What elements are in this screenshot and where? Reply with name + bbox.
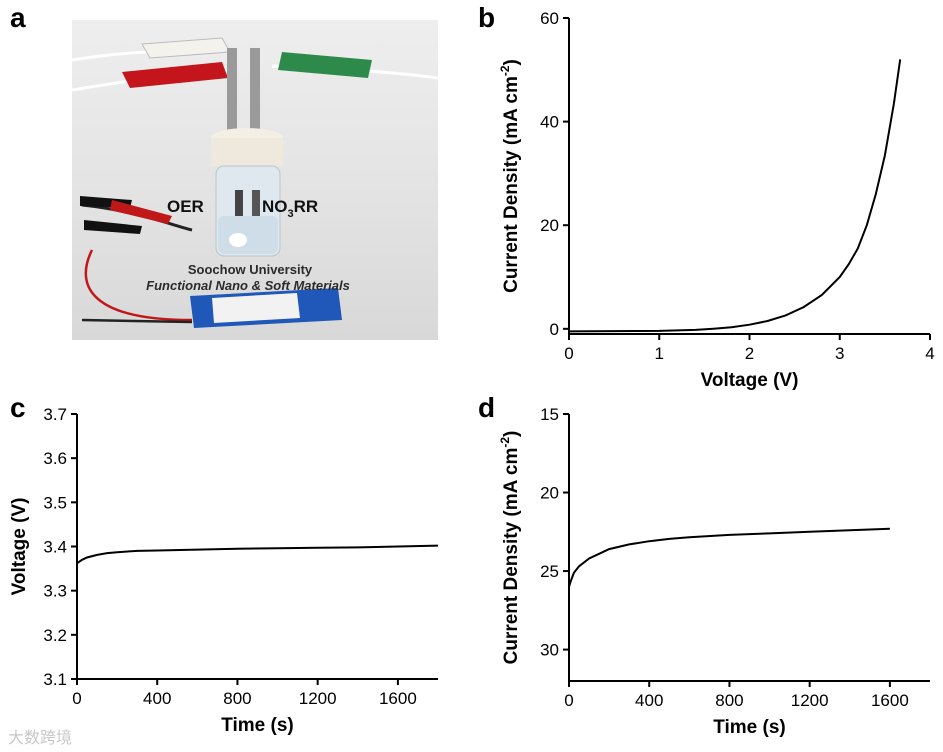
panel-label-d: d <box>478 392 496 423</box>
x-tick-label: 800 <box>223 689 251 708</box>
chart-c: 0 400 800 1200 1600 3.1 3.2 3.3 3.4 3.5 3.6 3.7 Time… <box>9 405 439 736</box>
device-photo: OER NO3RR Soochow University Functional … <box>72 20 438 340</box>
y-axis-title: Current Density (mA cm-2) <box>498 431 522 665</box>
x-axis-title: Time (s) <box>713 717 786 738</box>
chart-d: 0 400 800 1200 1600 15 20 25 30 Time (s) Current D… <box>498 405 930 738</box>
y-tick-label: 3.2 <box>43 626 67 645</box>
lab-label: Functional Nano & Soft Materials <box>146 278 350 293</box>
y-tick-label: 0 <box>550 320 559 339</box>
watermark: 大数跨境 <box>8 730 73 747</box>
y-tick-label: 30 <box>540 641 559 660</box>
x-tick-label: 4 <box>925 344 934 363</box>
x-tick-label: 1200 <box>791 691 829 710</box>
y-tick-label: 3.1 <box>43 670 67 689</box>
y-axis-title: Voltage (V) <box>9 498 30 596</box>
y-tick-label: 20 <box>540 484 559 503</box>
oer-label: OER <box>167 197 204 216</box>
panel-label-a: a <box>10 2 26 33</box>
x-tick-label: 400 <box>143 689 171 708</box>
x-axis-title: Time (s) <box>221 715 294 736</box>
red-clip <box>122 62 228 88</box>
panel-label-c: c <box>10 392 26 423</box>
x-tick-label: 1200 <box>299 689 337 708</box>
y-tick-label: 25 <box>540 562 559 581</box>
x-tick-label: 0 <box>564 344 573 363</box>
y-tick-label: 20 <box>540 216 559 235</box>
x-tick-label: 800 <box>715 691 743 710</box>
y-axis-title: Current Density (mA cm-2) <box>498 59 522 293</box>
y-tick-label: 3.5 <box>43 493 67 512</box>
x-tick-label: 400 <box>635 691 663 710</box>
green-clip <box>278 52 372 78</box>
x-tick-label: 1600 <box>871 691 909 710</box>
y-tick-label: 3.6 <box>43 449 67 468</box>
y-tick-label: 15 <box>540 405 559 424</box>
y-tick-label: 3.7 <box>43 405 67 424</box>
panel-label-b: b <box>478 2 496 33</box>
series-line <box>76 544 439 565</box>
x-tick-label: 3 <box>835 344 844 363</box>
x-tick-label: 0 <box>72 689 81 708</box>
y-tick-label: 3.4 <box>43 538 67 557</box>
x-tick-label: 0 <box>564 691 573 710</box>
device-illustration: OER NO3RR Soochow University Functional … <box>72 37 438 328</box>
no3rr-label: NO3RR <box>262 197 318 220</box>
y-tick-label: 3.3 <box>43 582 67 601</box>
y-tick-label: 40 <box>540 113 559 132</box>
x-axis-title: Voltage (V) <box>701 370 799 391</box>
x-tick-label: 2 <box>745 344 754 363</box>
x-tick-label: 1 <box>655 344 664 363</box>
series-line <box>568 59 902 333</box>
series-line <box>568 527 890 588</box>
x-tick-label: 1600 <box>379 689 417 708</box>
university-label: Soochow University <box>188 262 313 277</box>
y-tick-label: 60 <box>540 9 559 28</box>
